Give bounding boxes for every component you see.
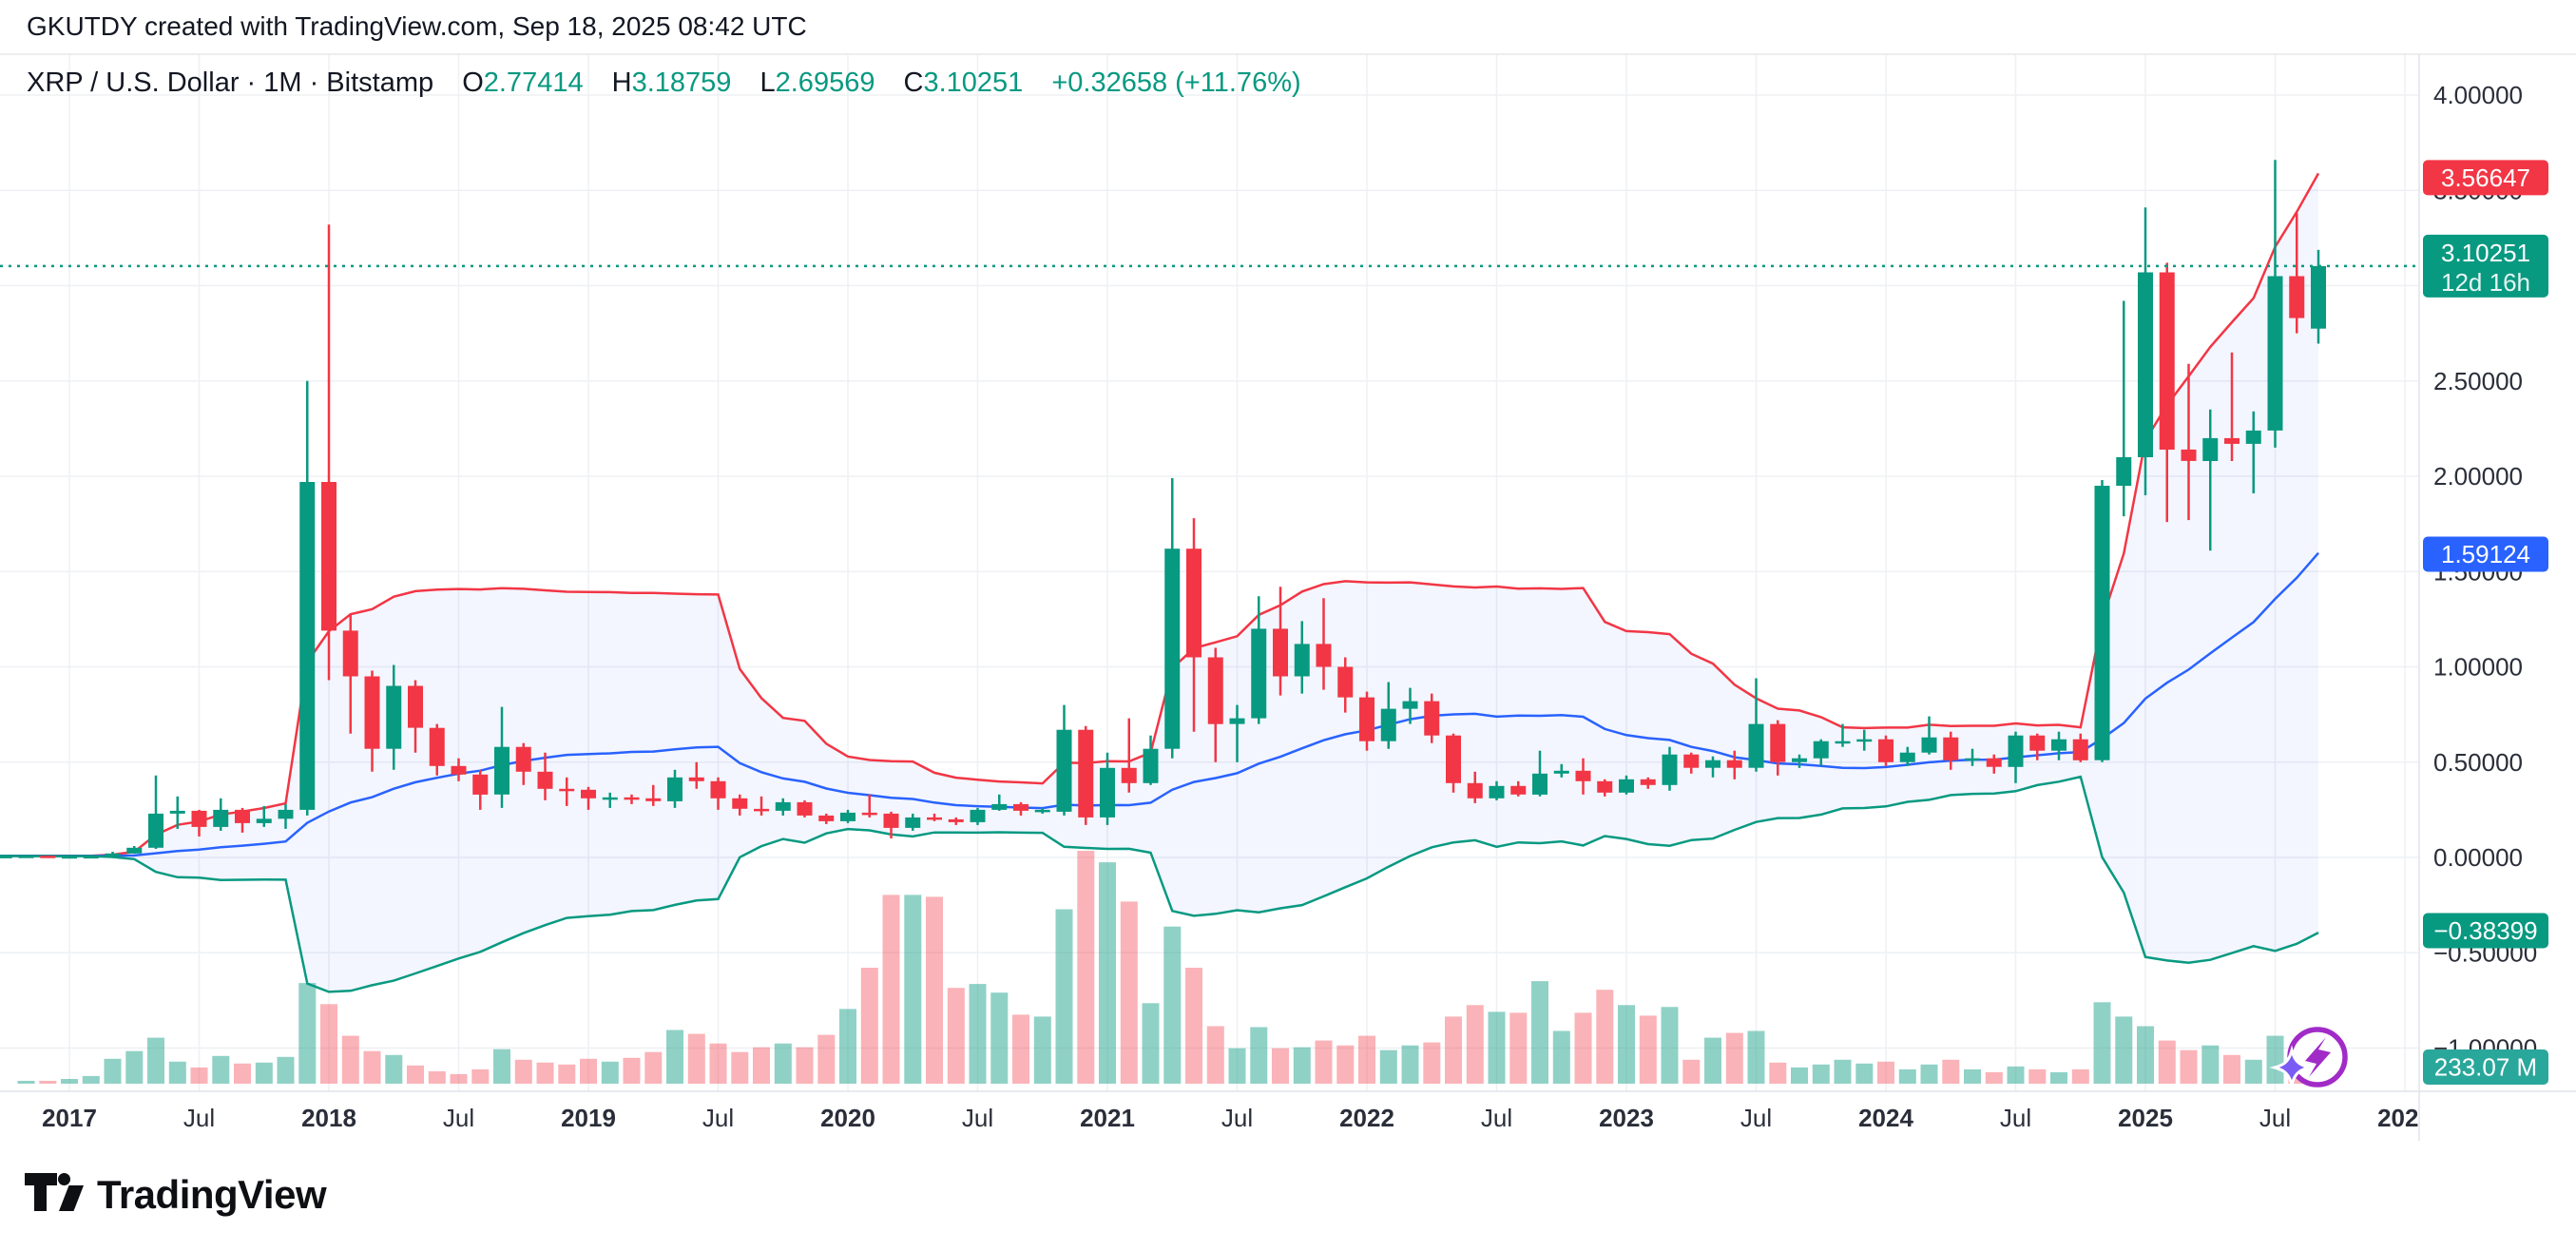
bb-upper-badge: 3.56647 [2423, 160, 2548, 196]
svg-text:1.59124: 1.59124 [2441, 540, 2530, 568]
time-tick-label: Jul [2000, 1104, 2031, 1132]
close-value: 3.10251 [923, 67, 1024, 98]
time-tick-label: Jul [1221, 1104, 1253, 1132]
price-tick-label: 0.50000 [2433, 748, 2523, 777]
time-axis[interactable]: 2017 Jul 2018 Jul 2019 Jul 2020 Jul 2021 Jul 2022 J… [42, 1104, 2432, 1132]
bollinger-fill [0, 173, 2318, 992]
open-value: 2.77414 [483, 67, 584, 98]
tradingview-logo-text: TradingView [97, 1172, 327, 1217]
gridlines [0, 54, 2419, 1091]
price-tick-label: 1.00000 [2433, 653, 2523, 682]
time-tick-label: 2020 [820, 1104, 875, 1132]
time-tick-label: Jul [1481, 1104, 1512, 1132]
low-label: L [759, 67, 776, 98]
svg-text:3.10251: 3.10251 [2441, 239, 2530, 267]
attribution-text: GKUTDY created with TradingView.com, Sep… [27, 11, 807, 41]
time-tick-label: Jul [2259, 1104, 2291, 1132]
candles [0, 160, 2326, 859]
price-tick-label: 4.00000 [2433, 81, 2523, 109]
volume-badge: 233.07 M [2423, 1049, 2548, 1085]
tradingview-logo-icon [25, 1173, 84, 1211]
bb-lower-badge: −0.38399 [2423, 913, 2548, 949]
time-tick-label: 2022 [1339, 1104, 1394, 1132]
high-label: H [611, 67, 632, 98]
time-tick-label: 2019 [561, 1104, 616, 1132]
bb-lower-line [0, 775, 2319, 993]
time-tick-label: 2026 [2377, 1104, 2432, 1132]
time-tick-label: Jul [1740, 1104, 1772, 1132]
time-tick-label: 2024 [1858, 1104, 1913, 1132]
high-value: 3.18759 [631, 67, 732, 98]
open-label: O [462, 67, 484, 98]
price-tick-label: 2.50000 [2433, 367, 2523, 395]
tradingview-logo[interactable]: TradingView [25, 1172, 327, 1218]
time-tick-label: 2021 [1080, 1104, 1135, 1132]
time-tick-label: 2018 [301, 1104, 356, 1132]
time-tick-label: Jul [702, 1104, 734, 1132]
time-tick-label: Jul [962, 1104, 993, 1132]
lightning-fab-icon[interactable] [2269, 1027, 2348, 1090]
time-tick-label: 2017 [42, 1104, 97, 1132]
svg-text:3.56647: 3.56647 [2441, 164, 2530, 192]
symbol-title[interactable]: XRP / U.S. Dollar · 1M · Bitstamp [27, 67, 434, 98]
change-value: +0.32658 (+11.76%) [1051, 67, 1301, 98]
bb-basis-badge: 1.59124 [2423, 536, 2548, 572]
close-label: C [903, 67, 924, 98]
time-tick-label: 2025 [2118, 1104, 2173, 1132]
svg-text:233.07 M: 233.07 M [2434, 1053, 2537, 1082]
symbol-legend[interactable]: XRP / U.S. Dollar · 1M · Bitstamp O2.774… [27, 67, 1301, 99]
time-tick-label: 2023 [1599, 1104, 1654, 1132]
time-tick-label: Jul [443, 1104, 474, 1132]
svg-text:−0.38399: −0.38399 [2433, 916, 2537, 945]
low-value: 2.69569 [775, 67, 875, 98]
time-tick-label: Jul [183, 1104, 215, 1132]
sparkle-icon [2269, 1045, 2315, 1090]
volume-bars [17, 851, 2327, 1084]
svg-text:12d 16h: 12d 16h [2441, 268, 2530, 297]
price-tick-label: 2.00000 [2433, 462, 2523, 491]
price-tick-label: 0.00000 [2433, 843, 2523, 872]
